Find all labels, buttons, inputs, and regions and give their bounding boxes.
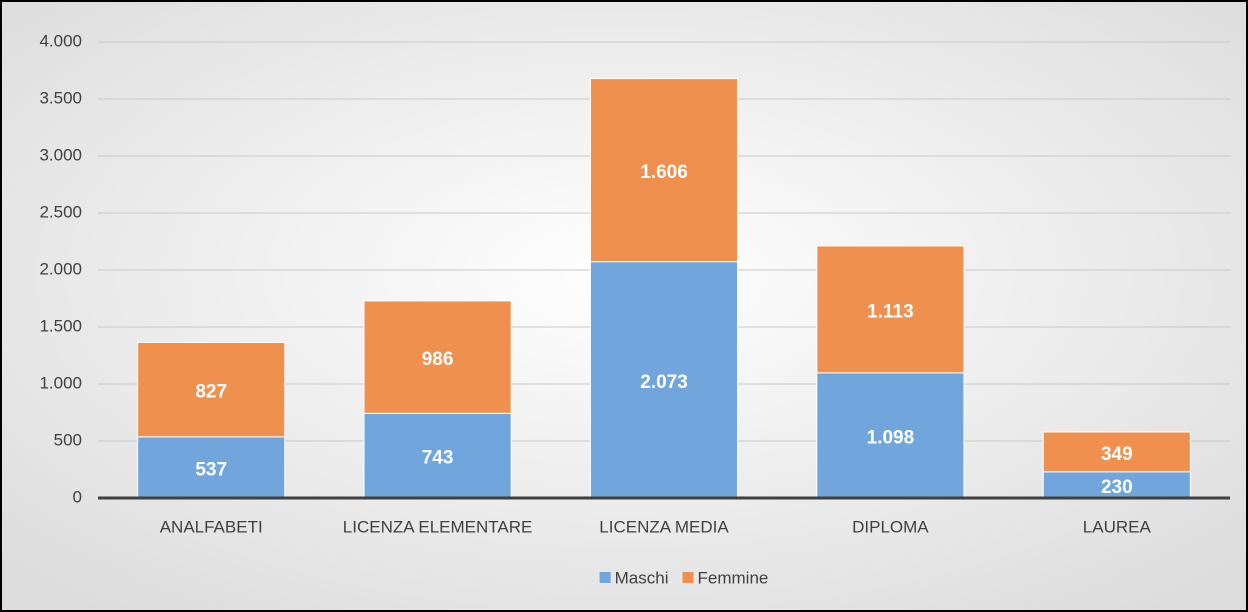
legend-swatch	[599, 572, 611, 583]
y-tick-label: 0	[73, 487, 82, 506]
value-label: 230	[1101, 477, 1133, 498]
x-tick-label: LICENZA ELEMENTARE	[343, 517, 533, 536]
bar-segment	[816, 245, 965, 374]
value-label: 537	[195, 459, 227, 480]
bar-segment	[137, 342, 286, 438]
value-label: 743	[422, 448, 454, 469]
y-tick-label: 4.000	[39, 31, 82, 50]
x-tick-label: DIPLOMA	[852, 517, 929, 536]
y-tick-label: 3.000	[39, 145, 82, 164]
value-label: 349	[1101, 444, 1133, 465]
value-label: 1.606	[640, 162, 688, 183]
legend-label: Maschi	[615, 568, 669, 587]
y-tick-label: 2.000	[39, 259, 82, 278]
legend-swatch	[682, 572, 694, 583]
bar-segment	[816, 372, 965, 499]
bar-segment	[1042, 431, 1191, 473]
bar-segment	[589, 261, 739, 499]
bar-segment	[363, 300, 512, 414]
value-label: 2.073	[640, 372, 688, 393]
y-tick-label: 3.500	[39, 88, 82, 107]
value-label: 827	[195, 382, 227, 403]
value-label: 1.113	[867, 301, 914, 322]
y-tick-label: 1.500	[39, 316, 82, 335]
x-tick-label: LAUREA	[1083, 517, 1152, 536]
x-tick-label: LICENZA MEDIA	[599, 517, 729, 536]
value-label: 1.098	[867, 427, 915, 448]
bar-segment	[589, 78, 739, 263]
legend-label: Femmine	[698, 568, 769, 587]
x-tick-label: ANALFABETI	[160, 517, 263, 536]
value-label: 986	[422, 349, 454, 370]
y-tick-label: 1.000	[39, 373, 82, 392]
y-tick-label: 2.500	[39, 202, 82, 221]
y-tick-label: 500	[54, 430, 82, 449]
